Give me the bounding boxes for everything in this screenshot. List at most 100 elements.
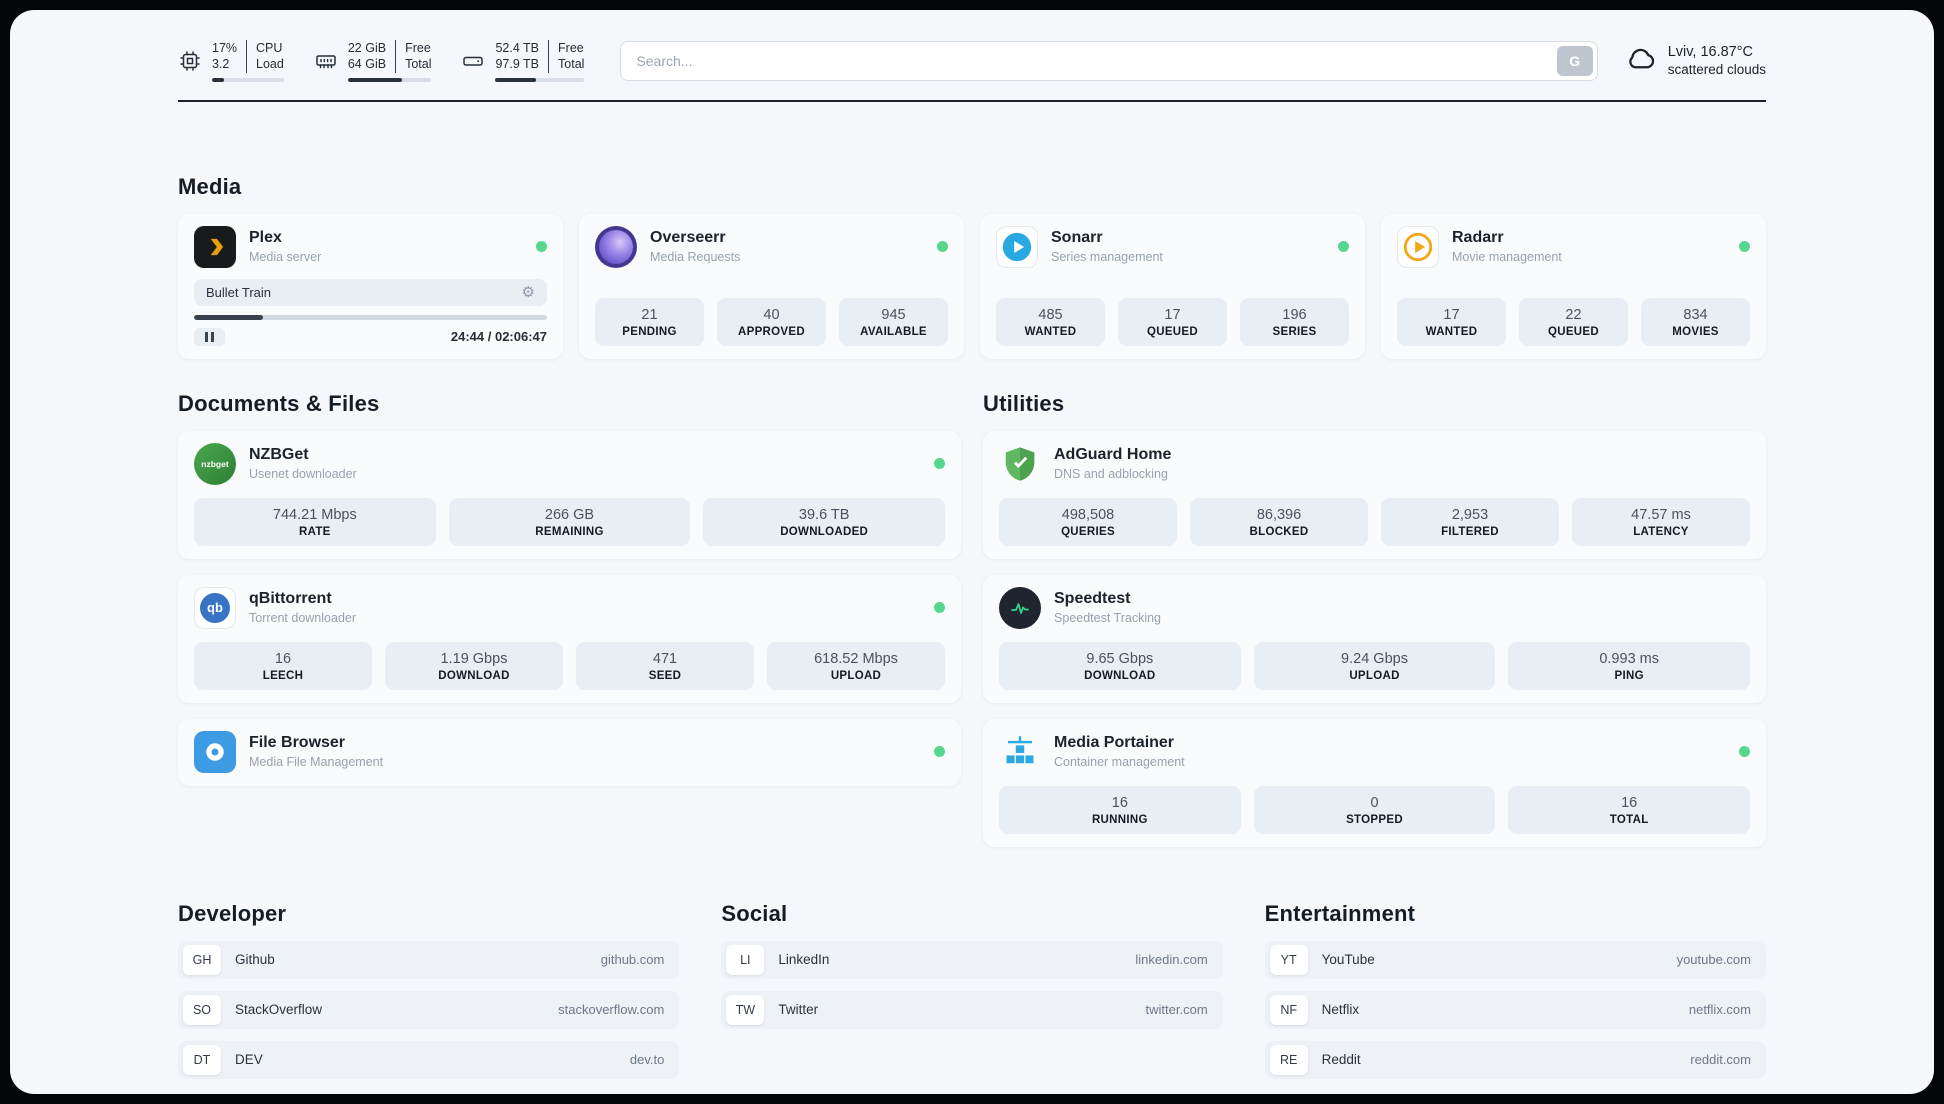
stat-label: DOWNLOADED: [780, 525, 869, 538]
plex-card[interactable]: Plex Media server Bullet Train ⚙: [178, 213, 563, 359]
stat-label: UPLOAD: [830, 669, 882, 682]
app-subtitle: Series management: [1051, 250, 1163, 264]
status-dot: [1739, 746, 1750, 757]
top-bar: 17% 3.2 CPU Load: [178, 10, 1766, 82]
stat-value: 86,396: [1256, 506, 1302, 523]
app-subtitle: Torrent downloader: [249, 611, 357, 625]
search-engine-button[interactable]: G: [1556, 45, 1593, 76]
portainer-icon: [999, 731, 1041, 773]
stat-value: 21: [641, 306, 658, 323]
ram-icon: [314, 49, 338, 73]
portainer-card[interactable]: Media Portainer Container management 16 …: [983, 718, 1766, 847]
stat-label: LATENCY: [1633, 525, 1689, 538]
stat-label: SEED: [648, 669, 682, 682]
media-section: Media Plex Media server: [178, 174, 1766, 359]
bookmark-name: YouTube: [1321, 952, 1375, 967]
app-title: Sonarr: [1051, 229, 1103, 246]
bookmark-abbr: GH: [183, 944, 221, 975]
bookmark-abbr: LI: [726, 944, 765, 975]
bookmark-netflix[interactable]: NF Netflix netflix.com: [1264, 990, 1766, 1029]
bookmark-url: dev.to: [629, 1052, 665, 1067]
stat-value: 834: [1683, 306, 1708, 323]
bookmark-url: netflix.com: [1688, 1002, 1751, 1017]
status-dot: [1338, 241, 1349, 252]
overseerr-card[interactable]: Overseerr Media Requests 21 PENDING 40 A…: [579, 213, 964, 359]
stat-box: 16 LEECH: [194, 641, 372, 690]
status-dot: [934, 458, 945, 469]
stat-box: 39.6 TB DOWNLOADED: [703, 497, 946, 546]
bookmark-youtube[interactable]: YT YouTube youtube.com: [1264, 940, 1766, 979]
stat-label: PENDING: [622, 325, 677, 338]
status-dot: [934, 602, 945, 613]
stat-value: 744.21 Mbps: [272, 506, 357, 523]
bookmark-abbr: YT: [1269, 944, 1308, 975]
radarr-card[interactable]: Radarr Movie management 17 WANTED 22 QUE…: [1381, 213, 1766, 359]
stat-label: DOWNLOAD: [438, 669, 510, 682]
stat-box: 16 TOTAL: [1508, 785, 1751, 834]
ram-free-value: 22 GiB: [347, 41, 387, 55]
bookmark-url: linkedin.com: [1135, 952, 1208, 967]
overseerr-icon: [595, 225, 637, 268]
app-subtitle: Speedtest Tracking: [1054, 611, 1162, 625]
stat-box: 17 QUEUED: [1118, 297, 1227, 346]
utilities-section-title: Utilities: [983, 390, 1065, 416]
app-title: Radarr: [1452, 229, 1504, 246]
nzbget-card[interactable]: nzbget NZBGet Usenet downloader 744.21 M…: [178, 430, 961, 559]
playback-progress-bar[interactable]: [194, 314, 547, 320]
adguard-card[interactable]: AdGuard Home DNS and adblocking 498,508 …: [983, 430, 1766, 559]
disk-free-value: 52.4 TB: [495, 41, 540, 55]
stat-value: 22: [1565, 306, 1582, 323]
stat-value: 39.6 TB: [798, 506, 850, 523]
stat-label: APPROVED: [738, 325, 805, 338]
stat-box: 86,396 BLOCKED: [1190, 497, 1368, 546]
stat-label: FILTERED: [1441, 525, 1499, 538]
stat-value: 17: [1164, 306, 1181, 323]
now-playing-title-row: Bullet Train ⚙: [194, 278, 547, 306]
bookmark-abbr: NF: [1269, 994, 1308, 1025]
stat-value: 16: [1621, 794, 1638, 811]
ram-total-value: 64 GiB: [347, 57, 387, 72]
cpu-percent: 17%: [212, 41, 238, 55]
bookmark-linkedin[interactable]: LI LinkedIn linkedin.com: [721, 940, 1223, 979]
gear-icon[interactable]: ⚙: [521, 283, 535, 301]
stat-label: MOVIES: [1672, 325, 1719, 338]
stat-box: 1.19 Gbps DOWNLOAD: [385, 641, 563, 690]
bookmark-dev[interactable]: DT DEV dev.to: [178, 1040, 680, 1079]
sonarr-card[interactable]: Sonarr Series management 485 WANTED 17 Q…: [980, 213, 1365, 359]
bookmark-stackoverflow[interactable]: SO StackOverflow stackoverflow.com: [178, 990, 680, 1029]
bookmark-abbr: SO: [183, 994, 221, 1025]
stat-box: 834 MOVIES: [1641, 297, 1750, 346]
app-title: NZBGet: [249, 446, 309, 463]
bookmark-url: reddit.com: [1690, 1052, 1751, 1067]
stat-box: 22 QUEUED: [1519, 297, 1628, 346]
qbittorrent-card[interactable]: qb qBittorrent Torrent downloader 16: [178, 574, 961, 703]
stat-box: 266 GB REMAINING: [448, 497, 691, 546]
search-input[interactable]: [620, 40, 1598, 81]
media-section-title: Media: [178, 173, 242, 199]
bookmark-name: DEV: [235, 1052, 263, 1067]
pause-button[interactable]: [194, 327, 225, 346]
cpu-progress-bar: [212, 77, 284, 82]
bookmark-reddit[interactable]: RE Reddit reddit.com: [1264, 1040, 1766, 1079]
filebrowser-card[interactable]: File Browser Media File Management: [178, 718, 961, 786]
stat-label: QUERIES: [1061, 525, 1115, 538]
speedtest-card[interactable]: Speedtest Speedtest Tracking 9.65 Gbps D…: [983, 574, 1766, 703]
stat-label: DOWNLOAD: [1084, 669, 1156, 682]
stat-value: 17: [1443, 306, 1460, 323]
bookmark-group-title: Entertainment: [1264, 900, 1416, 926]
cpu-icon: [178, 49, 202, 73]
stat-value: 0.993 ms: [1599, 650, 1659, 667]
stat-box: 21 PENDING: [595, 297, 704, 346]
bookmark-name: Reddit: [1321, 1052, 1361, 1067]
documents-section-title: Documents & Files: [178, 390, 380, 416]
disk-widget: 52.4 TB 97.9 TB Free Total: [461, 40, 585, 82]
ram-progress-bar: [347, 77, 432, 82]
app-subtitle: DNS and adblocking: [1054, 467, 1168, 481]
bookmark-twitter[interactable]: TW Twitter twitter.com: [721, 990, 1223, 1029]
app-subtitle: Media server: [249, 250, 322, 264]
stat-value: 266 GB: [544, 506, 595, 523]
stat-label: BLOCKED: [1249, 525, 1309, 538]
stat-value: 16: [1111, 794, 1128, 811]
stat-label: WANTED: [1425, 325, 1478, 338]
bookmark-github[interactable]: GH Github github.com: [178, 940, 680, 979]
